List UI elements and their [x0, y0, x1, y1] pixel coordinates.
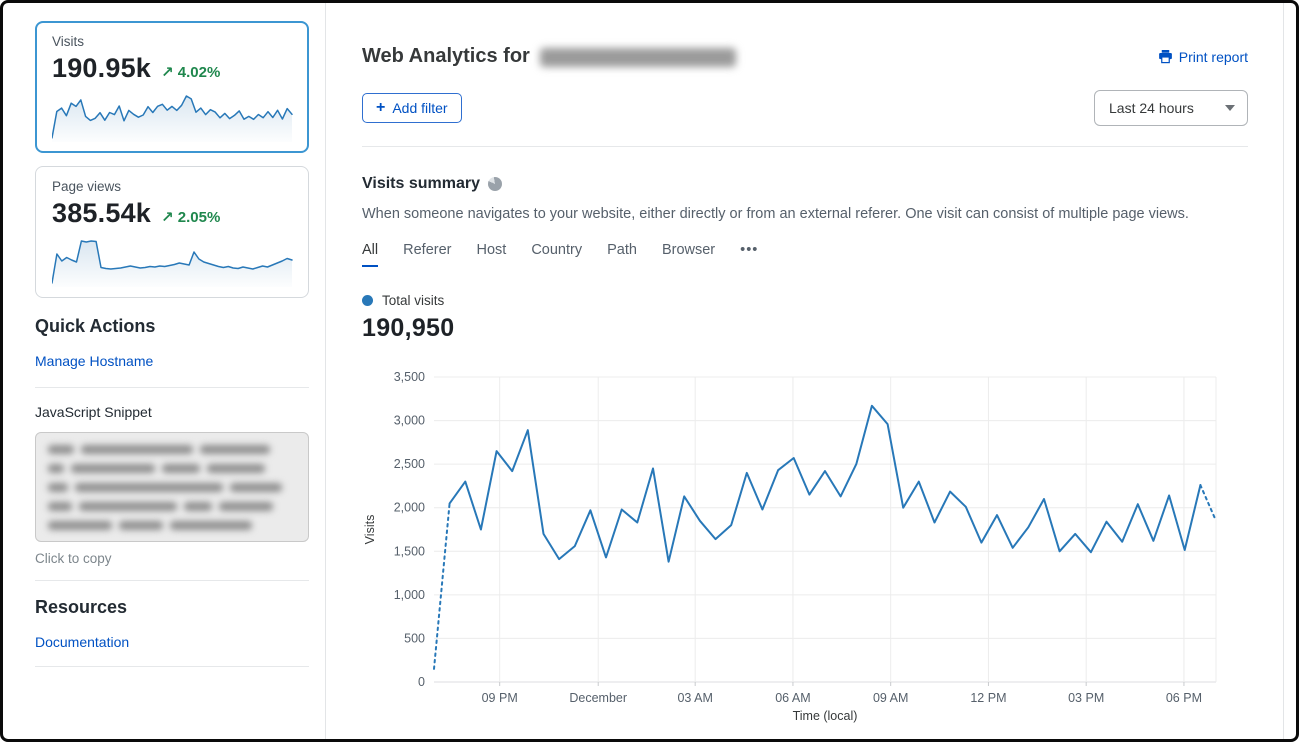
blurred-domain: [539, 48, 736, 67]
tab-path[interactable]: Path: [607, 242, 637, 258]
svg-text:December: December: [569, 691, 627, 705]
tab-country[interactable]: Country: [531, 242, 583, 258]
pageviews-card-value: 385.54k: [52, 198, 151, 228]
trend-up-icon: ↗: [161, 64, 174, 81]
svg-text:2,000: 2,000: [394, 501, 425, 515]
print-report-button[interactable]: Print report: [1158, 49, 1248, 65]
svg-text:06 PM: 06 PM: [1166, 691, 1202, 705]
blurred-code-line: [48, 521, 296, 530]
svg-text:03 AM: 03 AM: [677, 691, 712, 705]
svg-text:12 PM: 12 PM: [970, 691, 1006, 705]
visits-summary-description: When someone navigates to your website, …: [362, 206, 1189, 222]
metric-card-visits[interactable]: Visits 190.95k ↗ 4.02%: [35, 21, 309, 153]
visits-card-value: 190.95k: [52, 53, 151, 83]
sidebar-divider: [35, 580, 309, 581]
blurred-code-line: [48, 464, 296, 473]
svg-text:3,000: 3,000: [394, 414, 425, 428]
javascript-snippet-label: JavaScript Snippet: [35, 404, 152, 420]
help-icon[interactable]: [488, 177, 502, 191]
chevron-down-icon: [1225, 105, 1235, 111]
add-filter-button[interactable]: + Add filter: [362, 93, 462, 123]
summary-tabs: All Referer Host Country Path Browser •••: [362, 242, 1248, 267]
sidebar-divider: [35, 666, 309, 667]
total-visits-legend-dot: [362, 295, 373, 306]
visits-sparkline-chart: [52, 95, 293, 142]
blurred-code-line: [48, 502, 296, 511]
svg-text:Visits: Visits: [363, 515, 377, 545]
printer-icon: [1158, 49, 1172, 64]
visits-card-delta: ↗ 4.02%: [161, 64, 221, 81]
tab-all[interactable]: All: [362, 242, 379, 267]
tab-host[interactable]: Host: [476, 242, 507, 258]
total-visits-value: 190,950: [362, 314, 455, 342]
svg-text:3,500: 3,500: [394, 370, 425, 384]
quick-actions-heading: Quick Actions: [35, 316, 156, 336]
click-to-copy-hint: Click to copy: [35, 551, 112, 566]
svg-text:0: 0: [418, 675, 425, 689]
manage-hostname-link[interactable]: Manage Hostname: [35, 353, 154, 369]
svg-text:06 AM: 06 AM: [775, 691, 810, 705]
tab-referer[interactable]: Referer: [403, 242, 452, 258]
time-range-select[interactable]: Last 24 hours: [1094, 90, 1248, 126]
tab-browser[interactable]: Browser: [661, 242, 716, 258]
page-title: Web Analytics for: [362, 45, 736, 68]
sidebar: Visits 190.95k ↗ 4.02% Page views 385.54…: [3, 3, 325, 739]
trend-up-icon: ↗: [161, 209, 174, 226]
pageviews-card-delta: ↗ 2.05%: [161, 209, 221, 226]
visits-line-chart: 0 500 1,000 1,500 2,000 2,500 3,000 3,500 09 PM D…: [363, 370, 1217, 723]
main-panel: Web Analytics for Print report + Add fil…: [326, 3, 1284, 739]
right-spacer: [1284, 3, 1296, 739]
svg-text:1,000: 1,000: [394, 588, 425, 602]
visits-card-label: Visits: [52, 34, 85, 49]
svg-text:1,500: 1,500: [394, 544, 425, 558]
pageviews-card-label: Page views: [52, 179, 122, 194]
metric-card-pageviews[interactable]: Page views 385.54k ↗ 2.05%: [35, 166, 309, 298]
sidebar-divider: [35, 387, 309, 388]
pageviews-sparkline-chart: [52, 240, 293, 287]
main-divider: [362, 146, 1248, 147]
svg-text:2,500: 2,500: [394, 457, 425, 471]
svg-text:09 PM: 09 PM: [482, 691, 518, 705]
sidebar-main-divider: [325, 3, 326, 739]
tab-more[interactable]: •••: [740, 242, 759, 258]
plus-icon: +: [376, 99, 386, 116]
javascript-snippet-box[interactable]: [35, 432, 309, 542]
blurred-code-line: [48, 445, 296, 454]
visits-summary-title: Visits summary: [362, 175, 480, 192]
svg-text:500: 500: [404, 631, 425, 645]
svg-text:09 AM: 09 AM: [873, 691, 908, 705]
documentation-link[interactable]: Documentation: [35, 634, 130, 650]
blurred-code-line: [48, 483, 296, 492]
svg-text:Time (local): Time (local): [793, 709, 858, 723]
svg-text:03 PM: 03 PM: [1068, 691, 1104, 705]
total-visits-legend-label: Total visits: [382, 293, 445, 308]
resources-heading: Resources: [35, 597, 128, 617]
